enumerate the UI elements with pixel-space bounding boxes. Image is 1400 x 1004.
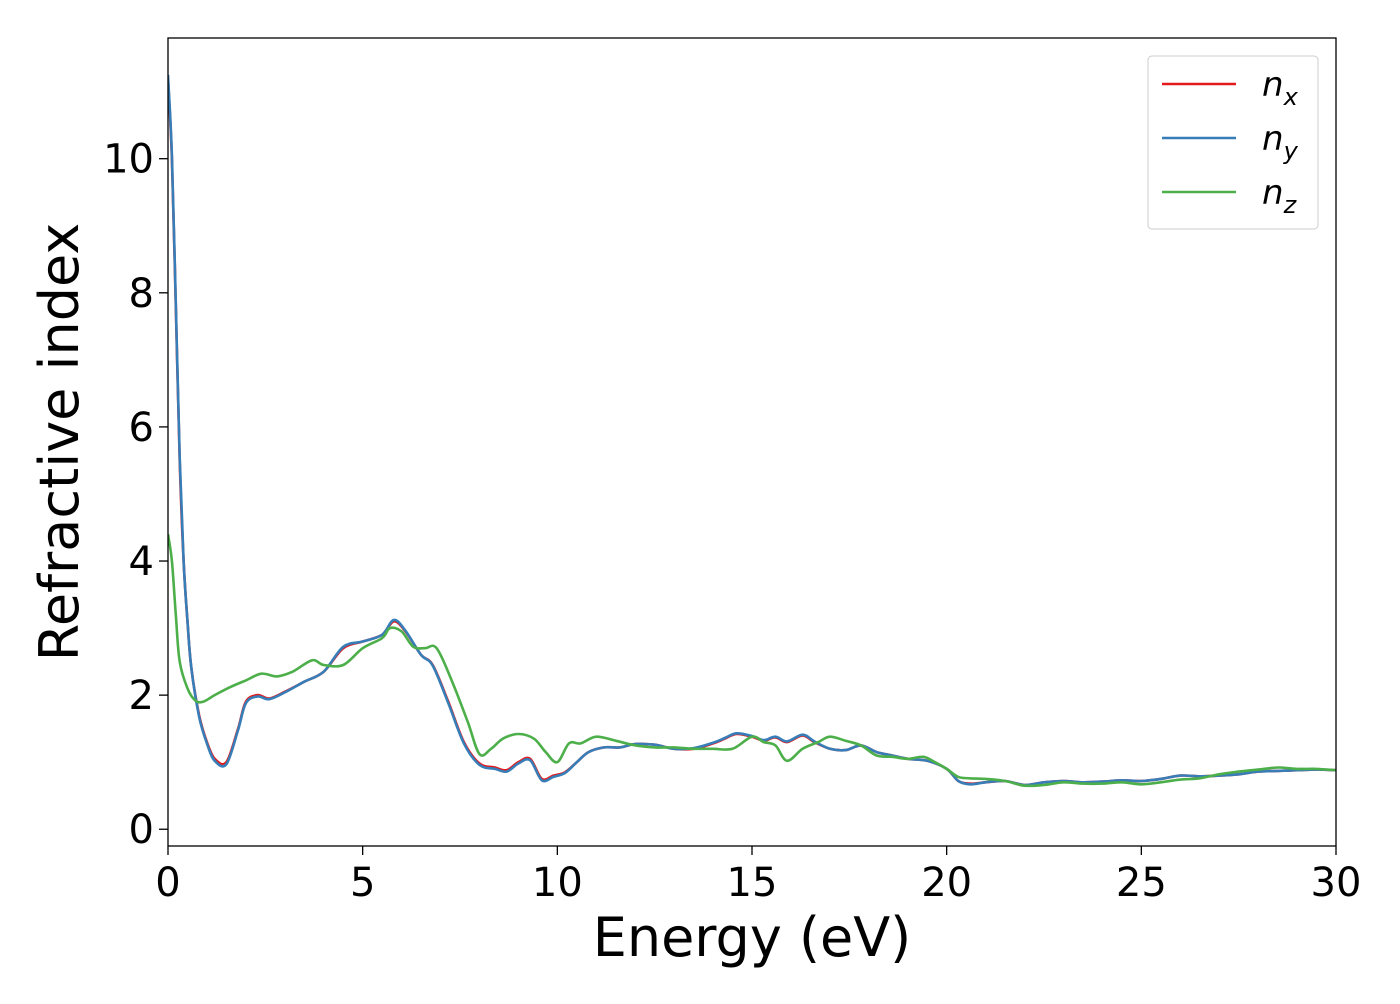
x-tick-label: 25: [1116, 860, 1167, 906]
legend-label-x: nx: [1262, 65, 1299, 111]
y-tick-label: 0: [129, 807, 154, 853]
y-axis-label: Refractive index: [28, 223, 91, 662]
x-axis-label: Energy (eV): [593, 906, 912, 969]
legend-label-z: nz: [1262, 173, 1298, 219]
y-tick-label: 2: [129, 673, 154, 719]
x-tick-label: 30: [1311, 860, 1362, 906]
y-tick-label: 8: [129, 271, 154, 317]
x-tick-label: 15: [727, 860, 778, 906]
x-tick-label: 5: [350, 860, 375, 906]
series-layer: [168, 74, 1336, 788]
y-tick-label: 4: [129, 539, 154, 585]
y-axis-ticks: 0 2 4 6 8 10: [103, 137, 168, 853]
legend: nx ny nz: [1147, 55, 1319, 230]
y-tick-label: 10: [103, 137, 154, 183]
x-tick-label: 20: [921, 860, 972, 906]
x-tick-label: 0: [155, 860, 180, 906]
y-tick-label: 6: [129, 405, 154, 451]
x-tick-label: 10: [532, 860, 583, 906]
legend-box: [1147, 55, 1319, 230]
series-line-z: [168, 534, 1336, 788]
plot-background: [168, 38, 1336, 846]
legend-label-y: ny: [1262, 119, 1299, 165]
x-axis-ticks: 0 5 10 15 20 25 30: [155, 846, 1361, 906]
